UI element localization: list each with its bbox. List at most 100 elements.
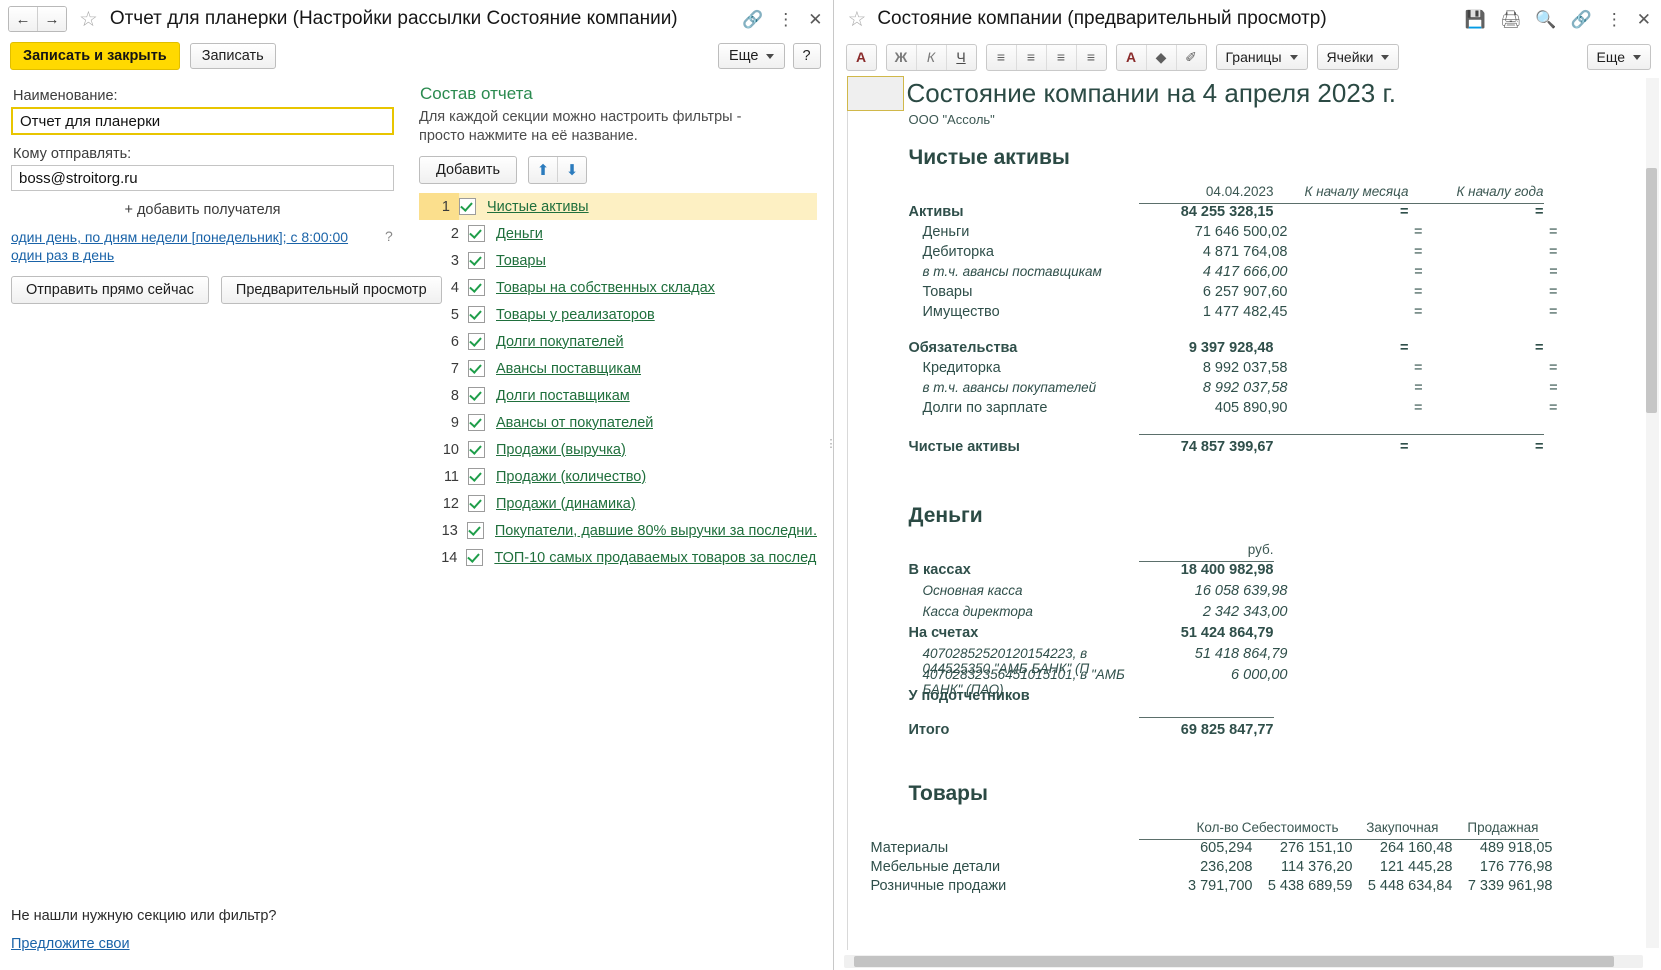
link-icon[interactable]: 🔗 — [742, 9, 764, 29]
report-row: Имущество 1 477 482,45 = = — [909, 304, 1558, 324]
save-button[interactable]: Записать — [189, 43, 276, 69]
cells-dropdown[interactable]: Ячейки — [1316, 44, 1400, 70]
settings-window-title: Отчет для планерки (Настройки рассылки С… — [109, 8, 678, 29]
section-link[interactable]: Товары — [496, 252, 546, 269]
section-checkbox[interactable] — [468, 360, 485, 377]
print-icon[interactable]: 🖨 — [1499, 9, 1522, 29]
section-checkbox[interactable] — [468, 387, 485, 404]
report-vertical-scroll-thumb[interactable] — [1646, 168, 1657, 413]
section-link[interactable]: Товары на собственных складах — [496, 279, 715, 296]
add-recipient-link[interactable]: + добавить получателя — [124, 202, 281, 218]
section-link[interactable]: Авансы от покупателей — [496, 414, 654, 431]
section-checkbox[interactable] — [466, 522, 484, 539]
schedule-link[interactable]: один день, по дням недели [понедельник];… — [11, 229, 349, 263]
section-checkbox[interactable] — [468, 225, 485, 242]
highlight-icon[interactable]: ✐ — [1175, 44, 1206, 70]
preview-button[interactable]: Предварительный просмотр — [220, 276, 442, 304]
menu-icon[interactable]: ⋮ — [777, 9, 795, 29]
italic-icon[interactable]: К — [915, 44, 946, 70]
section-link[interactable]: Продажи (выручка) — [496, 441, 626, 458]
report-vertical-scrollbar[interactable] — [1646, 78, 1659, 948]
align-justify-icon[interactable]: ≡ — [1075, 44, 1106, 70]
align-left-icon[interactable]: ≡ — [996, 49, 1006, 65]
send-now-button[interactable]: Отправить прямо сейчас — [11, 276, 209, 304]
align-right-icon[interactable]: ≡ — [1045, 44, 1076, 70]
name-input[interactable]: Отчет для планерки — [11, 107, 394, 135]
find-icon[interactable]: 🔍 — [1535, 9, 1557, 29]
net-assets-heading: Чистые активы — [908, 146, 1070, 169]
section-link[interactable]: Чистые активы — [487, 198, 589, 215]
font-icon[interactable]: A — [855, 49, 867, 65]
preview-favorite-star-icon[interactable]: ☆ — [847, 7, 867, 31]
favorite-star-icon[interactable]: ☆ — [79, 7, 98, 31]
net-assets-table: 04.04.2023 К началу месяца К началу года Ак… — [909, 184, 1558, 459]
preview-more-button[interactable]: Еще — [1586, 44, 1651, 70]
section-checkbox[interactable] — [468, 495, 485, 512]
section-link[interactable]: Продажи (динамика) — [496, 495, 636, 512]
move-up-icon[interactable]: ⬆ — [536, 161, 550, 179]
selected-cell[interactable] — [846, 76, 904, 111]
report-horizontal-scroll-thumb[interactable] — [853, 956, 1614, 967]
section-checkbox[interactable] — [459, 198, 476, 215]
help-button[interactable]: ? — [792, 43, 821, 69]
section-checkbox[interactable] — [468, 468, 485, 485]
more-menu-button[interactable]: Еще — [717, 43, 785, 69]
report-canvas[interactable]: Состояние компании на 4 апреля 2023 г. О… — [833, 76, 1645, 950]
section-checkbox[interactable] — [468, 414, 485, 431]
window-splitter[interactable]: ⋮ — [825, 437, 837, 450]
section-row[interactable]: 7 Авансы поставщикам — [419, 355, 817, 382]
section-row[interactable]: 4 Товары на собственных складах — [419, 274, 817, 301]
bold-icon[interactable]: Ж — [894, 49, 908, 65]
section-checkbox[interactable] — [468, 441, 485, 458]
align-center-icon[interactable]: ≡ — [1015, 44, 1046, 70]
net-assets-row-label: Деньги — [922, 224, 970, 240]
preview-close-icon[interactable]: ✕ — [1636, 9, 1651, 29]
schedule-help-icon[interactable]: ? — [385, 228, 393, 244]
forward-icon[interactable]: → — [37, 7, 66, 31]
section-checkbox[interactable] — [468, 252, 485, 269]
borders-dropdown[interactable]: Границы — [1215, 44, 1308, 70]
save-and-close-button[interactable]: Записать и закрыть — [10, 42, 180, 70]
add-section-button[interactable]: Добавить — [419, 156, 518, 184]
section-link[interactable]: Деньги — [496, 225, 543, 242]
section-link[interactable]: Долги поставщикам — [496, 387, 630, 404]
section-row[interactable]: 8 Долги поставщикам — [419, 382, 817, 409]
section-row[interactable]: 12 Продажи (динамика) — [419, 490, 817, 517]
section-row[interactable]: 13 Покупатели, давшие 80% выручки за посл… — [419, 517, 817, 544]
footer-suggest-link[interactable]: Предложите свои — [11, 936, 130, 952]
fill-color-icon[interactable]: ◆ — [1145, 44, 1176, 70]
preview-link-icon[interactable]: 🔗 — [1570, 9, 1592, 29]
net-assets-value: 4 871 764,08 — [1202, 244, 1288, 260]
section-link[interactable]: Долги покупателей — [496, 333, 624, 350]
section-link[interactable]: Авансы поставщикам — [496, 360, 642, 377]
section-checkbox[interactable] — [468, 306, 485, 323]
close-icon[interactable]: ✕ — [808, 9, 823, 29]
goods-value: 7 339 961,98 — [1467, 878, 1553, 894]
section-row[interactable]: 6 Долги покупателей — [419, 328, 817, 355]
recipient-input[interactable]: boss@stroitorg.ru — [11, 165, 394, 191]
section-link[interactable]: ТОП-10 самых продаваемых товаров за посл… — [494, 549, 817, 566]
move-down-icon[interactable]: ⬇ — [557, 157, 586, 182]
underline-icon[interactable]: Ч — [945, 44, 976, 70]
save-icon[interactable]: 💾 — [1464, 9, 1486, 29]
section-row[interactable]: 2 Деньги — [419, 220, 817, 247]
preview-menu-icon[interactable]: ⋮ — [1605, 9, 1623, 29]
section-link[interactable]: Покупатели, давшие 80% выручки за послед… — [494, 522, 817, 539]
reorder-buttons: ⬆ ⬇ — [528, 156, 588, 184]
section-link[interactable]: Продажи (количество) — [496, 468, 647, 485]
section-row[interactable]: 5 Товары у реализаторов — [419, 301, 817, 328]
section-row[interactable]: 14 ТОП-10 самых продаваемых товаров за по… — [419, 544, 817, 571]
section-checkbox[interactable] — [468, 279, 485, 296]
section-checkbox[interactable] — [468, 333, 485, 350]
report-horizontal-scrollbar[interactable] — [843, 955, 1643, 968]
section-row[interactable]: 9 Авансы от покупателей — [419, 409, 817, 436]
section-link[interactable]: Товары у реализаторов — [496, 306, 655, 323]
section-row[interactable]: 10 Продажи (выручка) — [419, 436, 817, 463]
section-number: 6 — [450, 333, 459, 350]
section-row[interactable]: 3 Товары — [419, 247, 817, 274]
text-color-icon[interactable]: A — [1125, 49, 1137, 65]
section-checkbox[interactable] — [466, 549, 484, 566]
back-icon[interactable]: ← — [9, 7, 37, 31]
section-row[interactable]: 11 Продажи (количество) — [419, 463, 817, 490]
section-row[interactable]: 1 Чистые активы — [419, 193, 817, 220]
